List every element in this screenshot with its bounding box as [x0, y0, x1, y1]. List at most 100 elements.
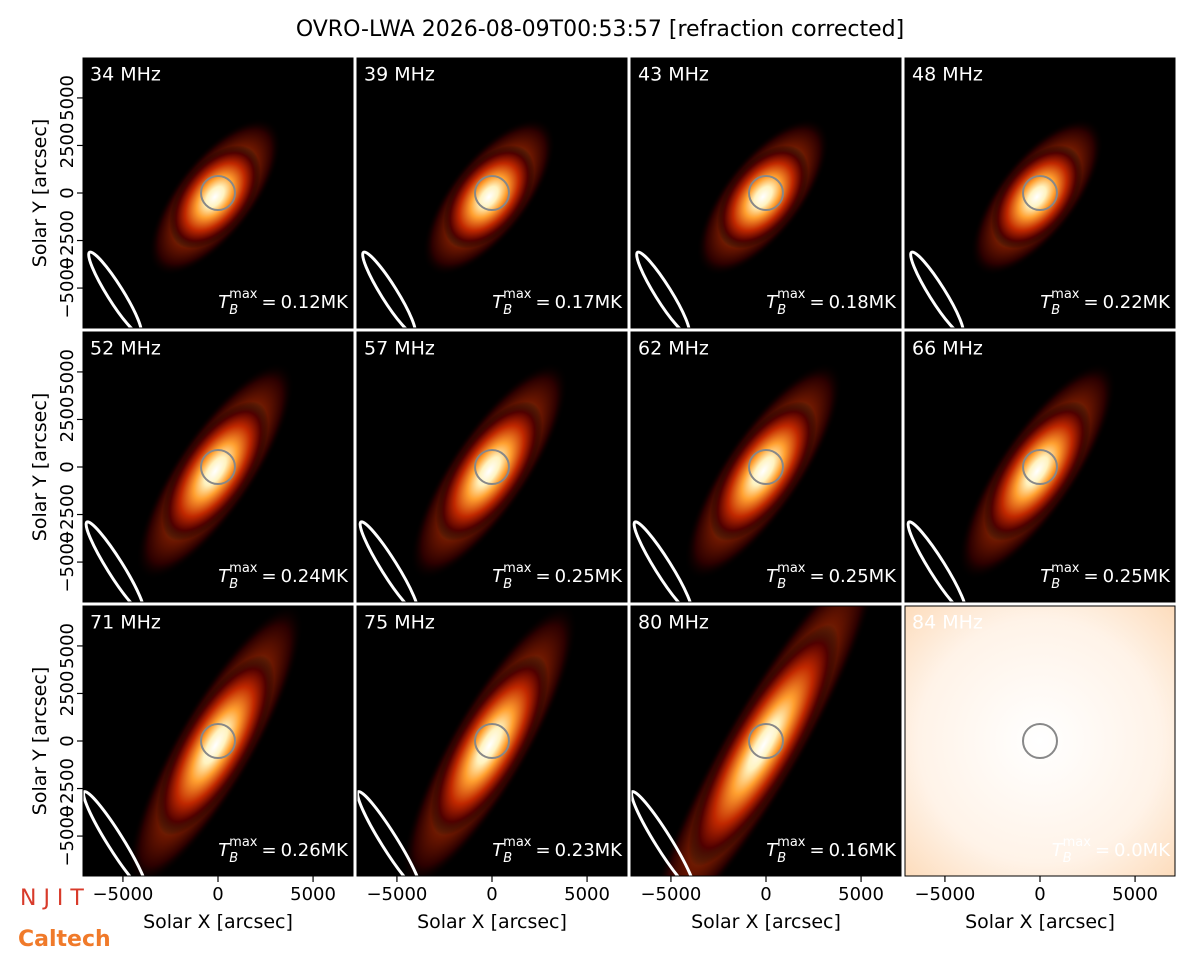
- emission: [148, 118, 282, 276]
- tb-max-label: TBmax = 0.25MK: [766, 561, 897, 592]
- beam: [83, 790, 148, 876]
- emission-core: [688, 624, 839, 867]
- y-tick-label: −5000: [57, 532, 78, 593]
- tb-sup: max: [1063, 835, 1092, 850]
- tb-sup: max: [229, 561, 258, 576]
- tb-value: 0.25MK: [1103, 566, 1172, 587]
- solar-limb: [474, 175, 510, 211]
- emission-core: [709, 401, 817, 541]
- tb-symbol: T: [766, 292, 779, 313]
- tb-eq: =: [261, 840, 276, 861]
- tb-eq: =: [809, 292, 824, 313]
- freq-label: 80 MHz: [638, 612, 709, 634]
- beam: [631, 790, 696, 876]
- beam: [635, 250, 691, 328]
- tb-symbol: T: [218, 292, 231, 313]
- panel-frame: [630, 57, 902, 329]
- tb-symbol: T: [1040, 566, 1053, 587]
- tb-sup: max: [777, 561, 806, 576]
- emission-core: [443, 145, 535, 249]
- y-axis-label: Solar Y [arcsec]: [29, 667, 51, 815]
- panel-frame: [356, 57, 628, 329]
- tb-symbol: T: [766, 566, 779, 587]
- solar-limb: [200, 449, 236, 485]
- x-tick-label: 0: [212, 884, 223, 905]
- tb-max-label: TBmax = 0.23MK: [492, 835, 623, 866]
- emission: [410, 362, 569, 580]
- emission-core: [983, 401, 1091, 541]
- tb-symbol: T: [218, 566, 231, 587]
- tb-max-label: TBmax = 0.0MK: [1052, 835, 1172, 866]
- panel: [905, 332, 1175, 602]
- y-tick-label: 2500: [57, 123, 78, 169]
- y-tick-label: 0: [57, 187, 78, 198]
- y-tick-label: −2500: [57, 484, 78, 545]
- tb-eq: =: [1083, 566, 1098, 587]
- emission-core: [156, 655, 275, 836]
- beam: [87, 250, 143, 328]
- panel: [357, 606, 627, 876]
- panel-frame: [630, 331, 902, 603]
- y-tick-label: 0: [57, 735, 78, 746]
- tb-sup: max: [229, 287, 258, 302]
- beam: [906, 520, 968, 602]
- tb-sub: B: [1063, 851, 1072, 866]
- tb-value: 0.16MK: [829, 840, 898, 861]
- y-axis-label: Solar Y [arcsec]: [29, 393, 51, 541]
- x-tick-label: 5000: [838, 884, 884, 905]
- y-tick-label: −2500: [57, 758, 78, 819]
- tb-value: 0.23MK: [555, 840, 624, 861]
- logo-caltech: Caltech: [18, 927, 111, 952]
- tb-max-label: TBmax = 0.18MK: [766, 287, 897, 318]
- tb-symbol: T: [1040, 292, 1053, 313]
- tb-sub: B: [777, 851, 786, 866]
- tb-sub: B: [503, 577, 512, 592]
- tb-eq: =: [809, 566, 824, 587]
- y-tick-label: −2500: [57, 210, 78, 271]
- freq-label: 52 MHz: [90, 338, 161, 360]
- panel: [631, 332, 901, 602]
- panel: [631, 58, 901, 328]
- tb-symbol: T: [218, 840, 231, 861]
- panel: [905, 58, 1175, 328]
- tb-max-label: TBmax = 0.16MK: [766, 835, 897, 866]
- emission: [970, 118, 1104, 276]
- tb-sup: max: [777, 287, 806, 302]
- tb-symbol: T: [1052, 840, 1065, 861]
- panel: [357, 58, 627, 328]
- tb-max-label: TBmax = 0.22MK: [1040, 287, 1171, 318]
- emission-core: [161, 401, 269, 541]
- tb-sup: max: [1051, 287, 1080, 302]
- tb-eq: =: [261, 566, 276, 587]
- tb-value: 0.25MK: [829, 566, 898, 587]
- tb-value: 0.18MK: [829, 292, 898, 313]
- tb-sub: B: [503, 303, 512, 318]
- tb-eq: =: [535, 292, 550, 313]
- tb-value: 0.25MK: [555, 566, 624, 587]
- x-tick-label: 0: [1034, 884, 1045, 905]
- emission: [136, 362, 295, 580]
- tb-eq: =: [535, 840, 550, 861]
- x-tick-label: 0: [486, 884, 497, 905]
- solar-limb: [1022, 175, 1058, 211]
- tb-value: 0.12MK: [281, 292, 350, 313]
- x-tick-label: −5000: [914, 884, 975, 905]
- emission: [127, 606, 304, 876]
- x-tick-label: −5000: [640, 884, 701, 905]
- tb-symbol: T: [766, 840, 779, 861]
- x-tick-label: 5000: [564, 884, 610, 905]
- x-tick-label: 0: [760, 884, 771, 905]
- x-tick-label: −5000: [92, 884, 153, 905]
- tb-symbol: T: [492, 566, 505, 587]
- solar-limb: [474, 723, 510, 759]
- freq-label: 39 MHz: [364, 64, 435, 86]
- tb-sub: B: [1051, 577, 1060, 592]
- panel: [83, 332, 353, 602]
- tb-eq: =: [535, 566, 550, 587]
- tb-eq: =: [1083, 292, 1098, 313]
- x-axis-label: Solar X [arcsec]: [143, 911, 293, 933]
- tb-symbol: T: [492, 292, 505, 313]
- x-tick-label: 5000: [1112, 884, 1158, 905]
- tb-eq: =: [261, 292, 276, 313]
